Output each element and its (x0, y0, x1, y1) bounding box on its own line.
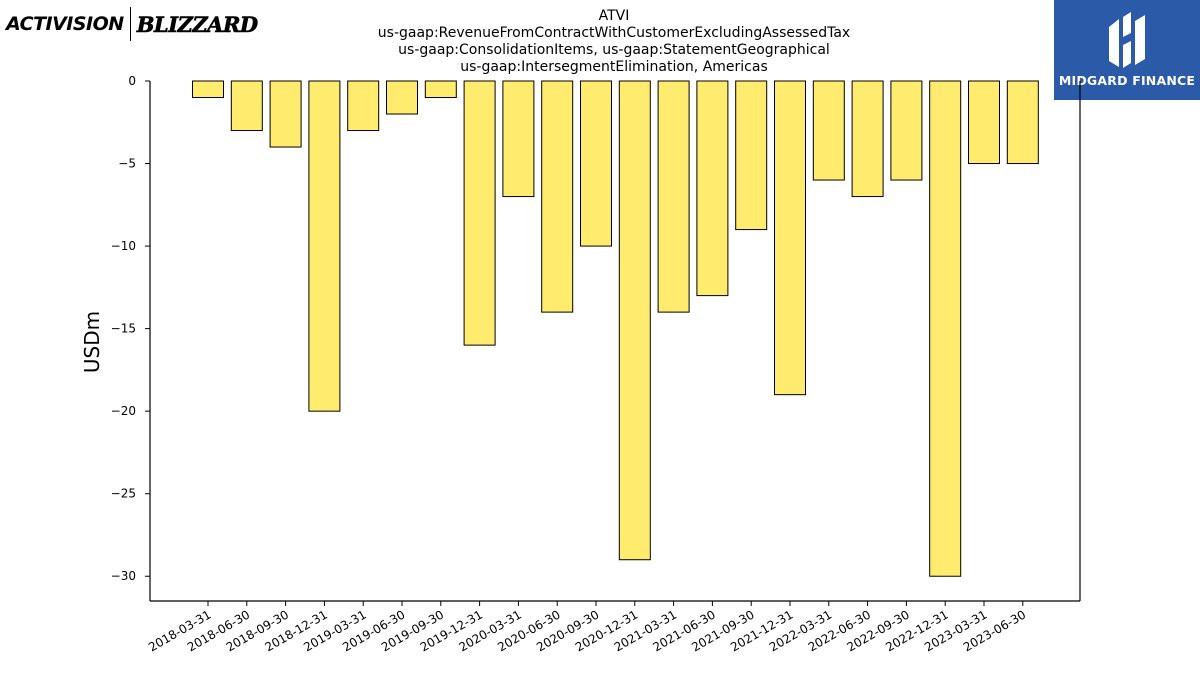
bar (618, 80, 651, 561)
bar (269, 80, 302, 148)
y-tick-label: −25 (111, 487, 136, 501)
chart-title-line: us-gaap:IntersegmentElimination, America… (460, 59, 768, 75)
x-axis-ticks: 2018-03-312018-06-302018-09-302018-12-31… (146, 601, 1028, 654)
chart-title-line: us-gaap:RevenueFromContractWithCustomerE… (378, 25, 850, 41)
y-tick-label: −5 (118, 157, 136, 171)
bar (502, 80, 535, 198)
bar (424, 80, 457, 99)
bar (541, 80, 574, 313)
midgard-finance-logo: MIDGARD FINANCE (1054, 0, 1200, 100)
bar (851, 80, 884, 198)
bar (968, 80, 1000, 165)
bar (580, 80, 612, 247)
y-tick-label: 0 (128, 74, 136, 88)
y-tick-label: −10 (111, 239, 136, 253)
y-axis-label: USDm (80, 311, 104, 373)
chart-title-line: ATVI (599, 8, 630, 24)
midgard-finance-wordmark: MIDGARD FINANCE (1058, 73, 1196, 88)
bar (657, 80, 690, 313)
bars (192, 80, 1039, 577)
bar (812, 80, 845, 181)
bar (463, 80, 496, 346)
y-tick-label: −30 (111, 569, 136, 583)
bar (230, 80, 263, 132)
bar (1006, 80, 1039, 165)
midgard-emblem-icon (1109, 12, 1145, 68)
bar (735, 80, 768, 231)
blizzard-wordmark: BLIZZARD (136, 11, 258, 37)
y-tick-label: −15 (111, 322, 136, 336)
activision-blizzard-logo: ACTIVISION BLIZZARD (6, 6, 258, 42)
bar (192, 80, 224, 99)
bar (774, 80, 806, 396)
y-axis-ticks: 0 −5 −10 −15 −20 −25 −30 (111, 74, 150, 583)
axes (149, 81, 1081, 602)
bar (347, 80, 380, 132)
chart-title: ATVIus-gaap:RevenueFromContractWithCusto… (378, 8, 850, 75)
bar (929, 80, 962, 577)
bar (890, 80, 923, 181)
chart-title-line: us-gaap:ConsolidationItems, us-gaap:Stat… (398, 42, 830, 58)
y-tick-label: −20 (111, 404, 136, 418)
bar (386, 80, 418, 115)
bar (696, 80, 729, 297)
activision-wordmark: ACTIVISION (6, 13, 124, 35)
bar (308, 80, 341, 412)
logo-divider (129, 7, 131, 41)
